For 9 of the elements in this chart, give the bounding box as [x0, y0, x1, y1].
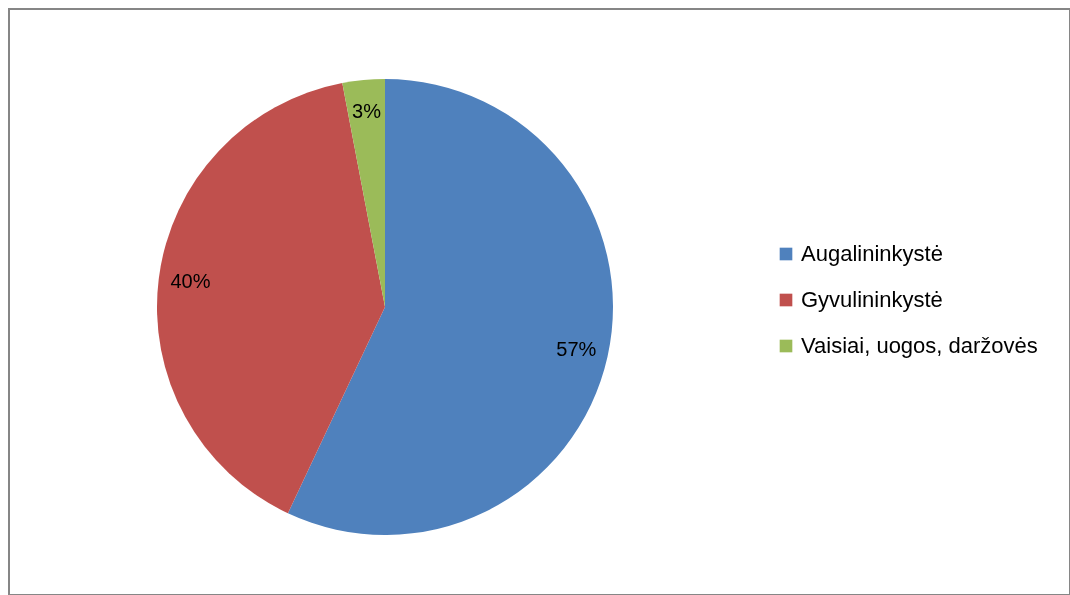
legend-label: Vaisiai, uogos, daržovės: [801, 333, 1038, 358]
data-label: 40%: [170, 270, 211, 293]
pie-slice: [342, 79, 385, 307]
legend-label: Gyvulininkystė: [801, 287, 943, 312]
pie-slice: [287, 79, 613, 535]
legend-label: Augalininkystė: [801, 241, 943, 266]
data-label: 57%: [556, 337, 597, 360]
pie-slice: [157, 83, 385, 514]
data-label: 3%: [352, 99, 382, 122]
